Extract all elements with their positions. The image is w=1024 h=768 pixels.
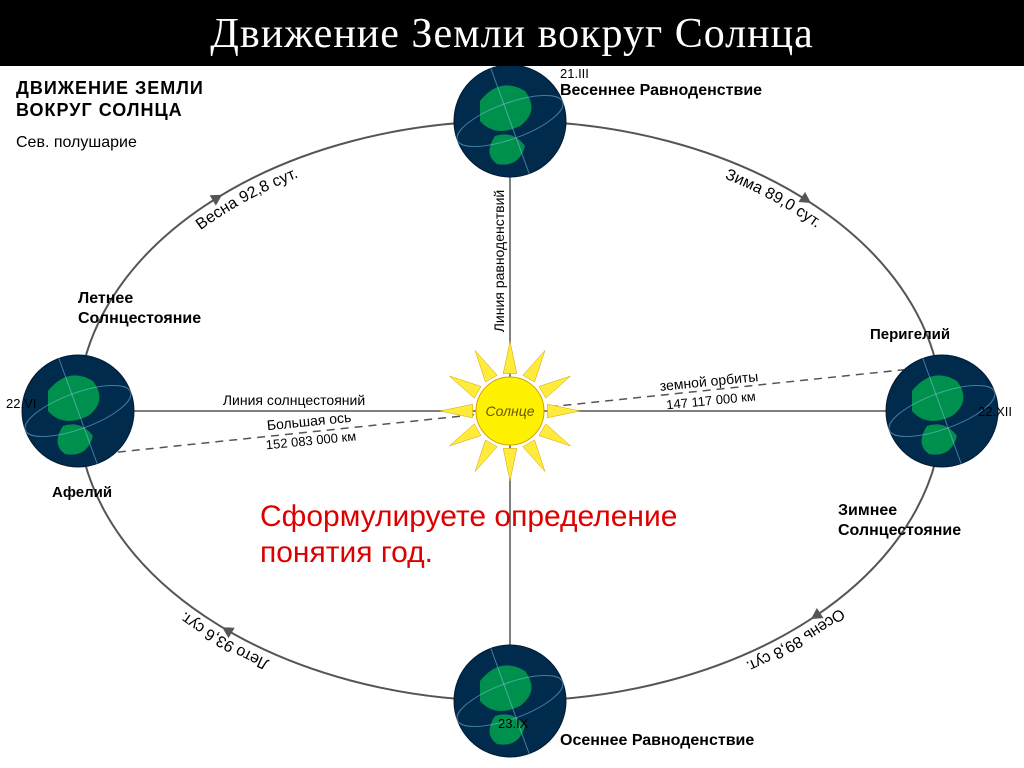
subtitle-line2: ВОКРУГ СОЛНЦА bbox=[16, 100, 183, 121]
svg-text:Зима 89,0 сут.: Зима 89,0 сут. bbox=[723, 166, 824, 231]
svg-text:Лето 93,6 сут.: Лето 93,6 сут. bbox=[177, 608, 271, 672]
aphelion-label: Афелий bbox=[52, 484, 112, 501]
earth-autumn bbox=[451, 645, 569, 757]
autumn-equinox-date: 23.IX bbox=[498, 716, 528, 731]
subtitle-line1: ДВИЖЕНИЕ ЗЕМЛИ bbox=[16, 78, 204, 99]
question-line2: понятия год. bbox=[260, 536, 433, 570]
winter-solstice-date: 22.XII bbox=[978, 404, 1012, 419]
earth-summer bbox=[19, 355, 137, 467]
sun-icon: Солнце bbox=[440, 341, 580, 481]
svg-text:Весна 92,8 сут.: Весна 92,8 сут. bbox=[193, 165, 300, 234]
title-bar: Движение Земли вокруг Солнца bbox=[0, 0, 1024, 66]
orbit-diagram-svg: Солнце Весна 92,8 сут. Зима 89,0 сут. Осень… bbox=[0, 66, 1024, 768]
summer-solstice-date: 22.VI bbox=[6, 396, 36, 411]
spring-equinox-date: 21.III bbox=[560, 66, 589, 81]
page-title: Движение Земли вокруг Солнца bbox=[0, 10, 1024, 58]
earth-spring bbox=[451, 66, 569, 177]
subtitle-line3: Сев. полушарие bbox=[16, 134, 137, 152]
svg-text:Осень 89,8 сут.: Осень 89,8 сут. bbox=[744, 605, 848, 675]
spring-equinox-label: Весеннее Равноденствие bbox=[560, 82, 762, 100]
svg-text:Линия равноденствий: Линия равноденствий bbox=[491, 190, 507, 333]
svg-text:147 117 000 км: 147 117 000 км bbox=[666, 389, 757, 413]
summer-solstice-label2: Солнцестояние bbox=[78, 310, 201, 328]
svg-text:Солнце: Солнце bbox=[486, 403, 535, 419]
diagram-area: Солнце Весна 92,8 сут. Зима 89,0 сут. Осень… bbox=[0, 66, 1024, 768]
winter-solstice-label2: Солнцестояние bbox=[838, 522, 961, 540]
perihelion-label: Перигелий bbox=[870, 326, 950, 343]
autumn-equinox-label: Осеннее Равноденствие bbox=[560, 732, 754, 750]
question-line1: Сформулируете определение bbox=[260, 500, 677, 534]
svg-text:Линия солнцестояний: Линия солнцестояний bbox=[223, 392, 365, 408]
winter-solstice-label1: Зимнее bbox=[838, 502, 897, 520]
summer-solstice-label1: Летнее bbox=[78, 290, 133, 308]
svg-text:Большая ось: Большая ось bbox=[266, 409, 352, 433]
